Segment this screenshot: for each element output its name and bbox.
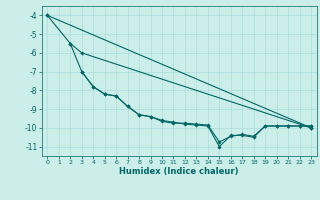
X-axis label: Humidex (Indice chaleur): Humidex (Indice chaleur) [119, 167, 239, 176]
